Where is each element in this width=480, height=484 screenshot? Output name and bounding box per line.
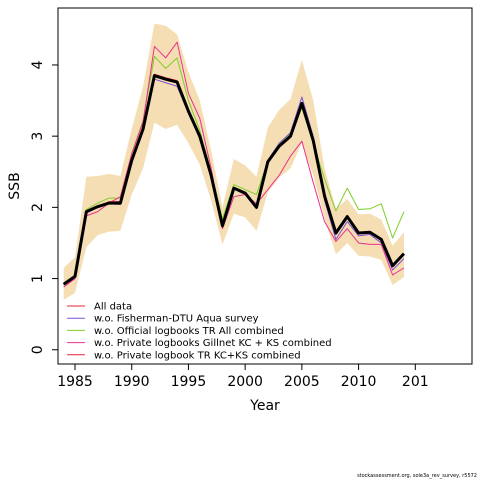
y-tick-label: 4 xyxy=(30,60,46,69)
x-axis: 1985 1990 1995 2000 2005 2010 201 xyxy=(57,364,429,390)
y-tick-label: 0 xyxy=(30,345,46,354)
plot-frame xyxy=(57,7,473,365)
series-layer xyxy=(62,41,406,288)
x-tick-label: 201 xyxy=(402,374,429,390)
x-tick-label: 1995 xyxy=(171,374,207,390)
x-tick-label: 2000 xyxy=(227,374,263,390)
y-axis: 0 1 2 3 4 xyxy=(30,60,58,354)
y-tick-label: 3 xyxy=(30,132,46,141)
legend-label: w.o. Private logbook TR KC+KS combined xyxy=(94,350,301,361)
y-axis-label: SSB xyxy=(7,172,23,199)
x-tick-label: 1990 xyxy=(114,374,150,390)
x-tick-label: 2005 xyxy=(284,374,320,390)
series-line-4 xyxy=(63,41,405,288)
confidence-band-layer xyxy=(63,23,404,300)
x-axis-label: Year xyxy=(249,398,280,414)
y-tick-label: 2 xyxy=(30,203,46,212)
legend-label: w.o. Official logbooks TR All combined xyxy=(94,326,284,337)
legend-label: w.o. Private logbooks Gillnet KC + KS co… xyxy=(94,338,332,349)
legend-label: All data xyxy=(94,302,132,313)
legend-label: w.o. Fisherman-DTU Aqua survey xyxy=(94,314,259,325)
x-tick-label: 1985 xyxy=(57,374,93,390)
source-footer: stockassessment.org, sole3a_rev_survey, … xyxy=(357,473,477,479)
x-tick-label: 2010 xyxy=(341,374,377,390)
confidence-band xyxy=(63,23,404,300)
y-tick-label: 1 xyxy=(30,274,46,283)
series-line-estimate xyxy=(62,74,406,286)
